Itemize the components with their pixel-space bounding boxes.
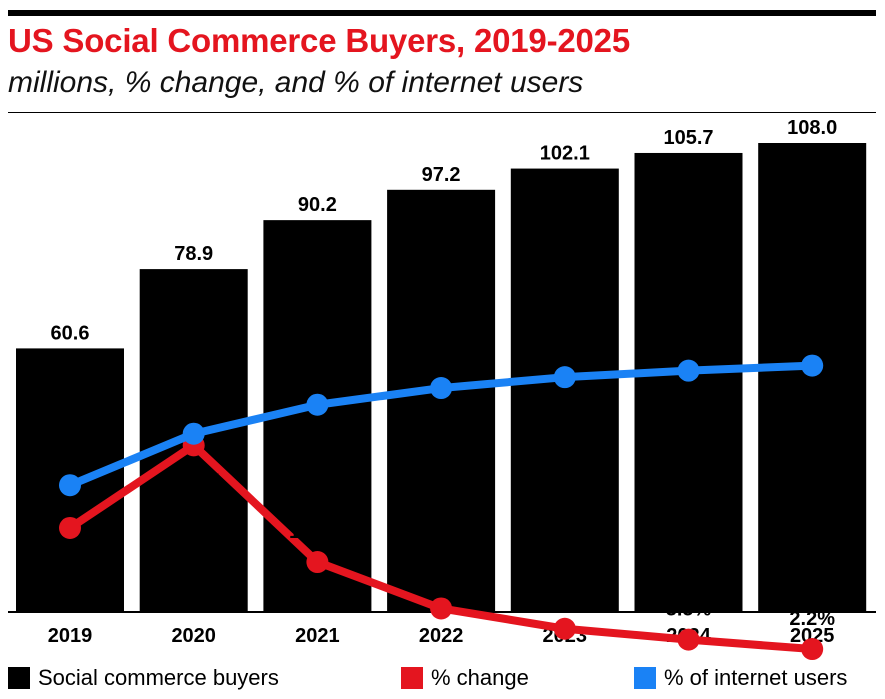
change-point xyxy=(801,638,824,661)
change-point xyxy=(553,617,576,640)
chart-title: US Social Commerce Buyers, 2019-2025 xyxy=(8,22,630,59)
internet-data-label: 31.9% xyxy=(165,389,222,411)
legend-swatch-internet xyxy=(634,667,656,689)
bar-value-label: 108.0 xyxy=(787,117,837,139)
legend-swatch-change xyxy=(401,667,423,689)
bar-value-label: 105.7 xyxy=(663,127,713,149)
legend-item-internet: % of internet users xyxy=(634,663,847,693)
x-tick-label: 2021 xyxy=(295,625,340,647)
change-data-label: 18.9% xyxy=(42,553,99,575)
internet-data-label: 24.8% xyxy=(42,440,99,462)
bar-value-label: 90.2 xyxy=(298,194,337,216)
bar xyxy=(634,152,743,611)
x-tick-label: 2025 xyxy=(790,625,835,647)
change-data-label: 3.5% xyxy=(666,599,712,621)
change-point xyxy=(430,597,453,620)
internet-data-label: 35.9% xyxy=(289,360,346,382)
internet-point xyxy=(306,393,329,416)
internet-point xyxy=(553,366,576,389)
change-data-label: 14.2% xyxy=(289,521,346,543)
bar xyxy=(387,189,496,612)
bar xyxy=(758,143,867,611)
legend-label-internet: % of internet users xyxy=(664,665,848,690)
internet-data-label: 38.2% xyxy=(413,343,470,365)
bar-value-label: 97.2 xyxy=(422,164,461,186)
change-point xyxy=(677,628,700,651)
bar xyxy=(510,168,619,612)
x-tick-label: 2019 xyxy=(48,625,93,647)
chart-subtitle: millions, % change, and % of internet us… xyxy=(8,66,584,99)
internet-point xyxy=(430,377,453,400)
change-data-label: 5.0% xyxy=(542,588,588,610)
change-point xyxy=(59,516,81,539)
legend-label-change: % change xyxy=(431,665,529,690)
legend-item-change: % change xyxy=(401,663,529,693)
legend-item-buyers: Social commerce buyers xyxy=(8,663,279,693)
bar-value-label: 60.6 xyxy=(51,322,90,344)
bar-value-label: 102.1 xyxy=(540,143,590,165)
internet-data-label: 39.7% xyxy=(536,332,593,354)
x-tick-label: 2022 xyxy=(419,625,464,647)
legend-label-buyers: Social commerce buyers xyxy=(38,665,279,690)
internet-point xyxy=(59,474,81,497)
change-point xyxy=(306,551,329,574)
internet-point xyxy=(801,354,824,377)
x-tick-label: 2020 xyxy=(171,625,216,647)
internet-point xyxy=(182,422,205,445)
change-data-label: 2.2% xyxy=(789,608,835,630)
change-data-label: 30.3% xyxy=(165,470,222,492)
bar-value-label: 78.9 xyxy=(174,243,213,265)
internet-data-label: 40.6% xyxy=(660,326,717,348)
legend-swatch-buyers xyxy=(8,667,30,689)
internet-data-label: 41.3% xyxy=(784,321,841,343)
header-divider xyxy=(8,112,876,113)
top-rule xyxy=(8,10,876,16)
change-data-label: 7.8% xyxy=(418,567,464,589)
internet-point xyxy=(677,359,700,382)
